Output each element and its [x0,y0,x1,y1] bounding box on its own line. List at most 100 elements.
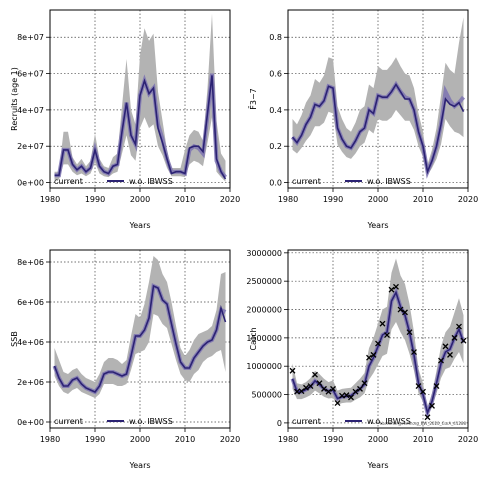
observed-catch-marker [321,385,327,392]
observed-catch-marker [402,309,408,316]
observed-catch-marker [307,383,314,390]
y-tick-label: 2000000 [246,306,282,315]
observed-catch-marker [456,323,462,330]
legend-label-current: current [292,417,321,426]
x-tick-label: 1980 [40,435,60,444]
panel-recruits: 1980 1990 2000 2010 2020 0e+00 2e+07 4e+07 6e+07… [10,9,240,230]
panel-ssb: 1980 1990 2000 2010 2020 0e+00 2e+06 4e+06 6e+06… [10,249,240,470]
y-tick-label: 4e+06 [17,338,44,347]
x-axis-title: Years [128,221,150,230]
y-tick-label: 0e+00 [17,418,44,427]
series-wo-ibwss-line-catch [291,290,465,416]
y-tick-label: 1500000 [246,334,282,343]
y-axis-title: Catch [249,327,258,350]
x-tick-label: 2020 [220,195,240,204]
y-tick-label: 1000000 [246,362,282,371]
observed-catch-marker [289,367,296,374]
x-tick-label: 2000 [130,195,150,204]
y-axis-title: F̄3−7 [248,88,258,109]
x-tick-label: 1980 [278,195,298,204]
y-tick-label: 2e+06 [17,378,44,387]
x-tick-label: 2000 [368,435,388,444]
x-tick-label: 1990 [323,435,343,444]
series-wo-ibwss-line-ssb [53,284,227,393]
y-tick-label: 8e+07 [17,33,44,42]
observed-catch-marker [298,388,305,395]
observed-catch-marker [460,337,467,344]
observed-catch-marker [424,414,431,421]
x-tick-label: 2010 [413,435,433,444]
y-tick-label: 0e+00 [17,179,44,188]
legend-label-wo-ibwss: w.o. IBWSS [367,417,411,426]
x-tick-label: 1980 [278,435,298,444]
x-tick-label: 2010 [175,435,195,444]
legend-label-wo-ibwss: w.o. IBWSS [367,177,411,186]
observed-catch-marker [415,383,422,390]
y-tick-label: 8e+06 [17,258,44,267]
panel-fbar: 1980 1990 2000 2010 2020 0.0 0.2 0.4 0.6 0.8 Years… [248,9,478,230]
y-tick-label: 3000000 [246,249,282,258]
observed-catch-marker [339,392,345,399]
observed-catch-marker [397,306,404,313]
observed-catch-marker [384,332,390,338]
x-tick-label: 1980 [40,195,60,204]
x-tick-label: 2010 [413,195,433,204]
x-tick-label: 2020 [458,195,478,204]
observed-catch-marker [357,385,363,392]
observed-catch-marker [348,394,354,401]
observed-catch-marker [370,351,377,358]
observed-catch-marker [375,340,381,347]
legend-label-current: current [292,177,321,186]
observed-catch-marker [294,388,300,395]
x-axis-title: Years [366,221,388,230]
y-tick-label: 6e+06 [17,298,44,307]
observed-catch-marker [411,349,417,355]
x-tick-label: 2010 [175,195,195,204]
observed-catch-marker [366,354,372,361]
y-tick-label: 500000 [251,391,282,400]
y-tick-label: 0.8 [269,33,282,42]
observed-catch-marker [343,392,350,399]
x-tick-label: 2020 [458,435,478,444]
observed-catch-marker [442,343,449,350]
observed-catch-marker [433,383,440,390]
x-tick-label: 2000 [130,435,150,444]
y-axis-title: Recruits (age 1) [10,67,19,131]
y-tick-label: 0.0 [269,179,282,188]
observed-catch-marker [379,320,386,327]
x-tick-label: 2000 [368,195,388,204]
y-tick-label: 2e+07 [17,142,44,151]
legend-label-current: current [54,177,83,186]
confidence-band-catch [292,258,464,417]
observed-catch-marker [420,388,426,395]
observed-catch-marker [361,380,368,387]
y-tick-label: 0 [277,419,282,428]
y-tick-label: 0.6 [269,70,282,79]
y-tick-label: 2500000 [246,277,282,286]
x-tick-label: 1990 [323,195,343,204]
observed-catch-marker [316,380,323,387]
legend-label-current: current [54,417,83,426]
legend-label-wo-ibwss: w.o. IBWSS [129,417,173,426]
observed-catch-marker [325,388,332,395]
y-axis-title: SSB [10,331,19,347]
x-axis-title: Years [128,461,150,470]
observed-catch-marker [406,329,413,336]
observed-catch-marker [438,357,444,364]
x-tick-label: 2020 [220,435,240,444]
x-tick-label: 1990 [85,435,105,444]
x-tick-label: 1990 [85,195,105,204]
observed-catch-marker [451,334,458,341]
observed-catch-marker [352,388,359,395]
watermark-text: hbrenner@reml.org_BW_2020_CurA_41288 [380,421,467,426]
panel-catch: 1980 1990 2000 2010 2020 0 500000 1000000 150000… [246,249,478,470]
observed-catch-marker [429,402,435,409]
y-tick-label: 0.4 [269,106,282,115]
series-wo-ibwss-line-recruits [54,75,227,180]
observed-catch-marker [312,371,318,378]
y-tick-label: 0.2 [269,142,282,151]
observed-catch-marker [388,286,395,293]
observed-catch-marker [447,351,453,358]
y-tick-label: 6e+07 [17,70,44,79]
